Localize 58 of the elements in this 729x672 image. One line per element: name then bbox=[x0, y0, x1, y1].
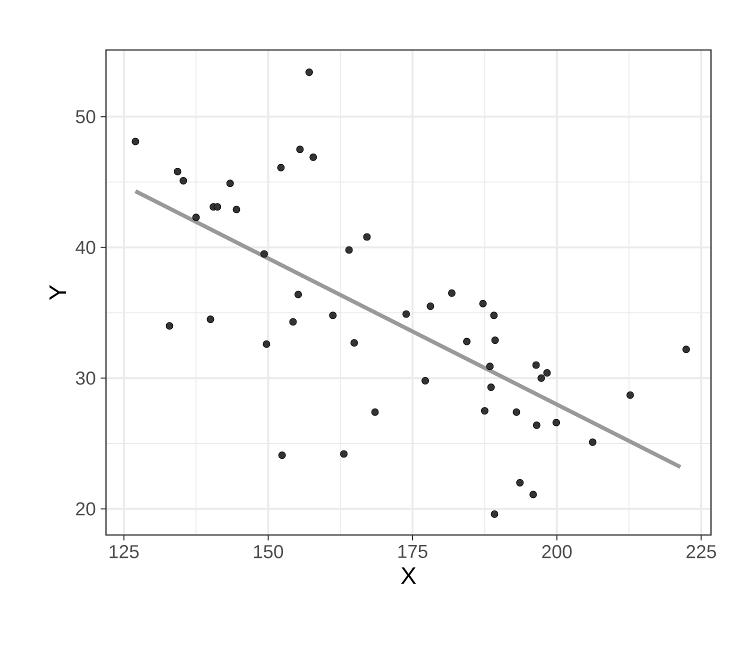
y-tick-label: 50 bbox=[76, 110, 96, 124]
y-tick-label: 20 bbox=[76, 502, 96, 516]
point bbox=[490, 312, 498, 320]
point bbox=[132, 138, 140, 146]
x-tick-label: 225 bbox=[686, 545, 716, 558]
point bbox=[487, 384, 495, 392]
point bbox=[206, 316, 214, 324]
point bbox=[289, 318, 297, 326]
point bbox=[422, 377, 429, 384]
point bbox=[363, 233, 371, 241]
point bbox=[180, 176, 188, 184]
point bbox=[512, 408, 520, 416]
point bbox=[345, 246, 353, 254]
x-axis-title: X bbox=[401, 567, 416, 584]
point bbox=[371, 408, 379, 416]
point bbox=[262, 340, 270, 348]
point bbox=[350, 339, 358, 347]
point bbox=[448, 289, 456, 297]
point bbox=[532, 421, 540, 429]
point bbox=[426, 302, 434, 310]
point bbox=[278, 452, 286, 459]
point bbox=[402, 310, 410, 318]
point bbox=[277, 164, 285, 172]
point bbox=[174, 168, 182, 176]
point bbox=[682, 346, 690, 354]
point bbox=[463, 338, 471, 346]
point bbox=[529, 490, 537, 498]
x-tick-label: 200 bbox=[542, 545, 572, 558]
point bbox=[232, 206, 240, 214]
point bbox=[543, 369, 551, 377]
point bbox=[552, 418, 560, 426]
point bbox=[226, 180, 234, 188]
point bbox=[305, 68, 313, 76]
point bbox=[538, 374, 546, 382]
x-tick-label: 175 bbox=[398, 545, 428, 558]
point bbox=[532, 361, 540, 369]
point bbox=[214, 203, 222, 211]
point bbox=[294, 290, 302, 298]
point bbox=[329, 312, 337, 320]
point bbox=[260, 250, 268, 258]
point bbox=[480, 407, 488, 415]
point bbox=[516, 478, 524, 486]
point bbox=[588, 438, 596, 446]
point bbox=[486, 362, 494, 370]
point bbox=[626, 391, 634, 399]
point bbox=[490, 510, 498, 518]
point bbox=[491, 336, 499, 344]
y-tick-label: 40 bbox=[76, 240, 96, 254]
y-axis-title: Y bbox=[50, 285, 66, 300]
x-tick-label: 150 bbox=[254, 545, 284, 558]
x-tick-label: 125 bbox=[110, 545, 139, 558]
point bbox=[166, 322, 174, 330]
point bbox=[340, 450, 348, 458]
point bbox=[310, 153, 317, 161]
y-tick-label: 30 bbox=[76, 372, 96, 385]
point bbox=[479, 300, 487, 308]
point bbox=[296, 146, 304, 154]
point bbox=[192, 214, 200, 222]
